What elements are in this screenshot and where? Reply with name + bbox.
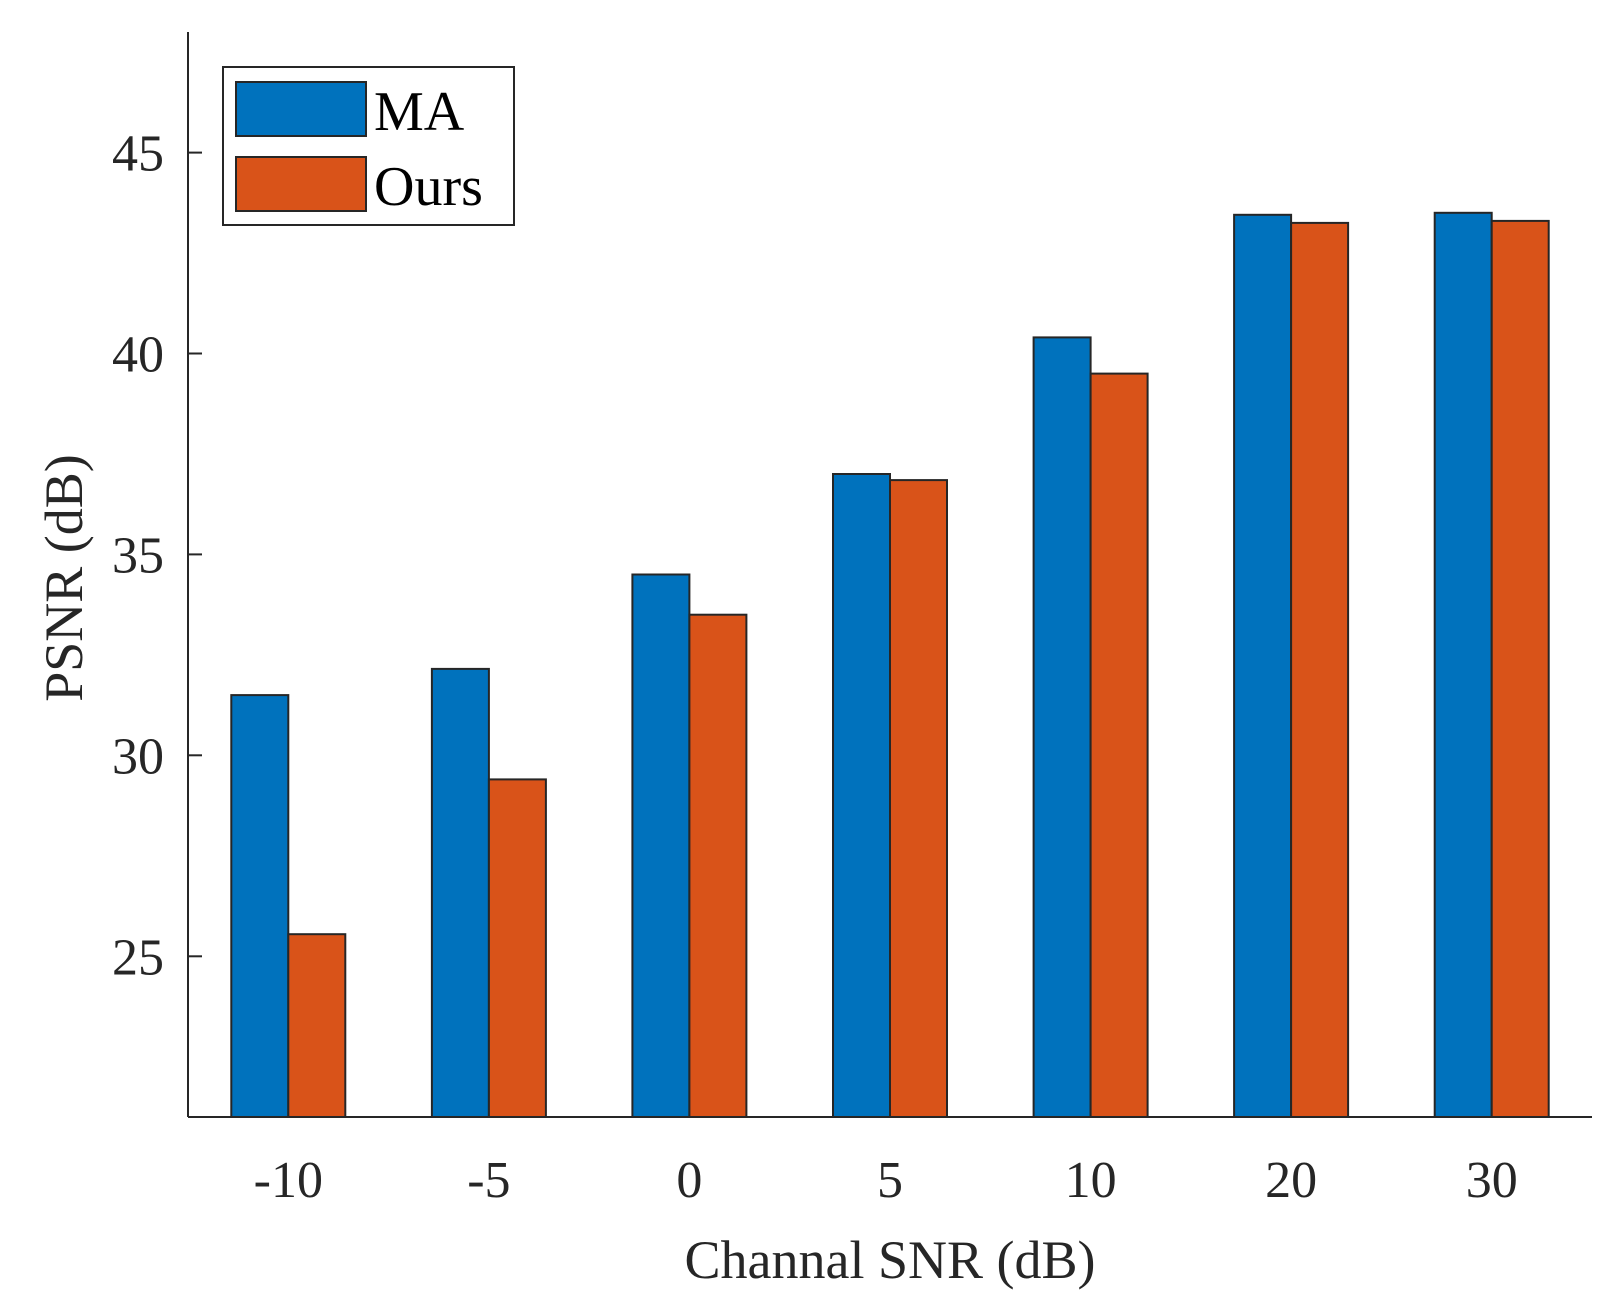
legend: MA Ours xyxy=(222,66,515,226)
bar-ours-snr-7 xyxy=(1490,219,1550,1118)
bar-ours-snr-4 xyxy=(889,479,948,1119)
axes-group xyxy=(187,32,1592,1118)
bar-ma-snr-2 xyxy=(430,667,490,1119)
x-tick-label-4: 5 xyxy=(877,1152,903,1209)
bar-ours-snr-6 xyxy=(1290,221,1350,1118)
y-tick-label-40: 40 xyxy=(112,327,164,384)
ticks-group: -10 -5 0 5 10 20 30 25 30 35 40 45 xyxy=(112,126,1518,1209)
y-axis-label: PSNR (dB) xyxy=(34,454,94,702)
y-tick-label-30: 30 xyxy=(112,728,164,785)
x-tick-label-3: 0 xyxy=(676,1152,702,1209)
bars-group xyxy=(230,211,1550,1119)
bar-ma-snr-7 xyxy=(1433,211,1493,1119)
bar-ours-snr-5 xyxy=(1089,372,1149,1119)
bar-ma-snr-6 xyxy=(1233,213,1293,1119)
bar-ours-snr-2 xyxy=(487,778,547,1119)
legend-swatch-ours xyxy=(235,156,367,212)
x-tick-label-2: -5 xyxy=(467,1152,510,1209)
x-tick-label-1: -10 xyxy=(254,1152,323,1209)
x-axis-label: Channal SNR (dB) xyxy=(685,1230,1096,1290)
bar-ma-snr-1 xyxy=(230,694,290,1118)
bar-ours-snr-3 xyxy=(688,613,748,1118)
bar-ma-snr-4 xyxy=(832,473,891,1118)
x-tick-label-7: 30 xyxy=(1466,1152,1518,1209)
y-tick-label-25: 25 xyxy=(112,929,164,986)
x-tick-label-6: 20 xyxy=(1265,1152,1317,1209)
bar-ours-snr-1 xyxy=(287,933,347,1119)
x-tick-label-5: 10 xyxy=(1065,1152,1117,1209)
legend-swatch-ma xyxy=(235,81,367,137)
y-tick-label-35: 35 xyxy=(112,527,164,584)
legend-label-ours: Ours xyxy=(374,156,483,218)
bar-ma-snr-5 xyxy=(1032,336,1092,1118)
legend-label-ma: MA xyxy=(374,81,465,143)
y-tick-label-45: 45 xyxy=(112,126,164,183)
bar-ma-snr-3 xyxy=(631,573,691,1118)
